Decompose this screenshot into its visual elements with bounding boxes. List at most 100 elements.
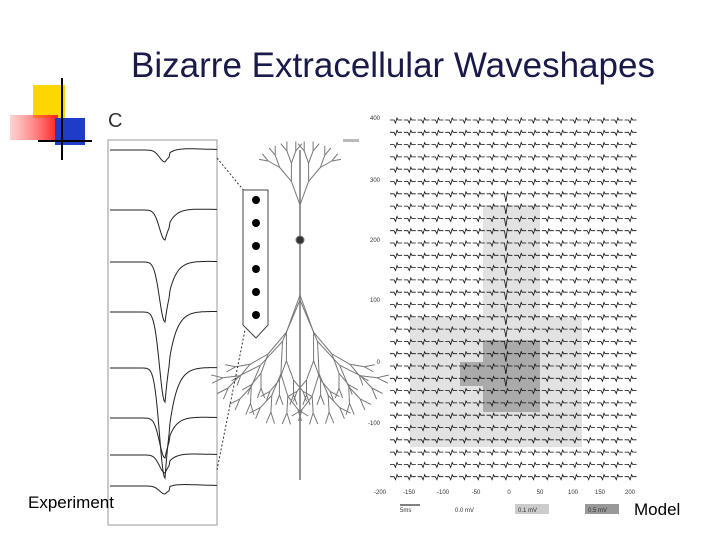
cell-trace: [541, 264, 554, 272]
cell-trace: [417, 338, 430, 346]
cell-trace: [417, 313, 430, 321]
cell-trace: [459, 190, 471, 198]
dendrite: [358, 375, 364, 386]
cell-trace: [459, 436, 471, 444]
dendrite: [299, 299, 318, 342]
experiment-traces: [110, 148, 218, 495]
cell-trace: [610, 239, 623, 248]
dendrite: [318, 373, 329, 396]
cell-trace: [403, 141, 416, 149]
trace: [110, 208, 218, 241]
cell-trace: [417, 166, 430, 174]
dendrite: [293, 394, 298, 405]
cell-trace: [486, 116, 499, 125]
cell-trace: [555, 239, 568, 248]
cell-trace: [472, 227, 485, 235]
cell-trace: [390, 239, 402, 248]
cell-trace: [528, 387, 540, 395]
cell-trace: [583, 436, 596, 444]
cell-trace: [514, 239, 527, 248]
cell-trace: [514, 461, 527, 469]
dendrite: [290, 150, 297, 164]
cell-trace: [472, 276, 485, 284]
cell-trace: [390, 399, 402, 407]
cell-trace: [486, 424, 499, 432]
dendrite: [290, 181, 301, 206]
cell-trace: [624, 387, 637, 395]
cell-trace: [445, 424, 458, 432]
cell-trace: [514, 252, 527, 260]
cell-trace: [472, 166, 485, 174]
cell-trace: [431, 375, 444, 383]
cell-trace: [459, 449, 471, 457]
cell-trace: [610, 116, 623, 125]
dendrite: [260, 390, 271, 398]
cell-trace: [500, 374, 513, 387]
cell-trace: [472, 203, 485, 211]
cell-trace: [583, 264, 596, 272]
cell-trace: [528, 301, 540, 309]
logo: [10, 78, 92, 160]
cell-trace: [417, 276, 430, 284]
cell-trace: [445, 153, 458, 161]
cell-trace: [472, 264, 485, 272]
cell-trace: [417, 264, 430, 272]
cell-trace: [403, 190, 416, 198]
cell-trace: [500, 325, 513, 338]
cell-trace: [417, 129, 430, 137]
cell-trace: [486, 387, 499, 395]
cell-trace: [459, 239, 471, 248]
cell-trace: [583, 129, 596, 137]
cell-trace: [541, 362, 554, 371]
dendrite: [287, 395, 299, 410]
cell-trace: [624, 338, 637, 346]
cell-trace: [583, 338, 596, 346]
cell-trace: [597, 264, 609, 272]
cell-trace: [390, 449, 402, 457]
dendrite: [222, 375, 240, 379]
cell-trace: [624, 166, 637, 174]
cell-trace: [500, 399, 513, 407]
cell-trace: [459, 326, 471, 334]
cell-trace: [472, 313, 485, 321]
cell-trace: [500, 190, 513, 202]
cell-trace: [528, 461, 540, 469]
cell-trace: [569, 252, 582, 260]
cell-trace: [528, 350, 540, 358]
cell-trace: [610, 387, 623, 395]
cell-trace: [403, 412, 416, 420]
cell-trace: [528, 473, 540, 481]
cell-trace: [390, 461, 402, 469]
dendrite: [270, 395, 273, 413]
cell-trace: [555, 227, 568, 235]
cell-trace: [624, 289, 637, 297]
cell-trace: [500, 215, 513, 227]
cell-trace: [390, 362, 402, 371]
cell-trace: [541, 387, 554, 395]
cell-trace: [431, 338, 444, 346]
dendrite: [376, 374, 389, 379]
cell-trace: [597, 301, 609, 309]
cell-trace: [555, 436, 568, 444]
dendrite: [286, 396, 289, 413]
cell-trace: [541, 129, 554, 137]
cell-trace: [431, 178, 444, 186]
cell-trace: [486, 264, 499, 272]
cell-trace: [541, 461, 554, 469]
cell-trace: [445, 141, 458, 149]
x-axis-label: 150: [595, 490, 606, 496]
dendrite: [317, 341, 320, 374]
trace: [110, 311, 217, 404]
cell-trace: [403, 239, 416, 248]
cell-trace: [569, 129, 582, 137]
cell-trace: [555, 276, 568, 284]
cell-trace: [541, 153, 554, 161]
cell-trace: [472, 129, 485, 137]
cell-trace: [541, 276, 554, 284]
dendrite: [331, 353, 351, 365]
cell-trace: [514, 301, 527, 309]
dendrite: [329, 390, 340, 398]
cell-trace: [569, 313, 582, 321]
dendrite: [234, 398, 241, 411]
trace: [110, 484, 217, 495]
